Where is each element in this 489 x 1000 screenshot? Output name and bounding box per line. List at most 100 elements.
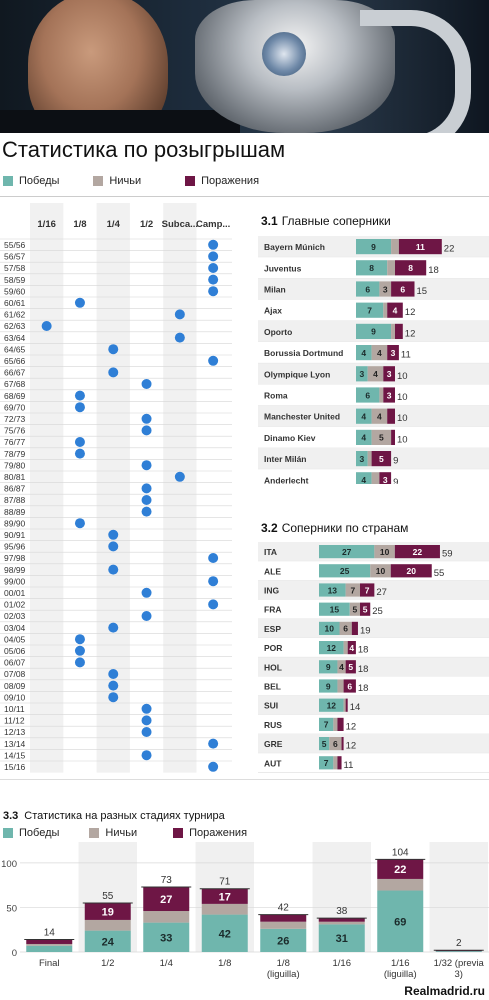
hbar-category-label: Oporto [264,327,292,337]
stage-segment-draws [201,903,248,915]
legend-bottom-losses-swatch [173,828,184,838]
hbar-value-label: 7 [324,720,329,730]
hbar-segment-wins [356,387,380,403]
hbar-segment-draws [370,564,391,578]
hbar-segment-wins [319,679,338,693]
hbar-segment-losses [360,583,375,597]
hbar-value-label: 6 [365,390,370,400]
hbar-value-label: 5 [379,433,384,443]
matrix-dot [108,367,119,378]
matrix-dot [174,309,185,320]
hbar-category-label: ALE [264,566,281,576]
matrix-season-label: 62/63 [4,321,26,331]
hbar-segment-wins [319,698,344,712]
matrix-season-label: 76/77 [4,437,26,447]
stage-x-label-line2: (liguilla) [267,969,300,980]
hbar-segment-losses [337,717,344,731]
matrix-dot [74,448,85,459]
club-crest-icon [262,32,306,76]
hbar-value-label: 5 [363,605,368,615]
stage-x-label: 1/8 [218,958,231,969]
matrix-dot [74,437,85,447]
stages-chart: 0 50 100 14 Final 24 19 55 1/2 33 27 73 1/4 42 17 71 1/8… [1,842,489,980]
matrix-season-label: 80/81 [4,472,26,482]
stage-x-label: Final [39,958,60,969]
hbar-category-label: Dinamo Kiev [264,433,316,443]
hbar-value-label: 3 [387,369,392,379]
stage-value-label: 42 [219,928,231,940]
stage-segment-wins [260,928,307,952]
matrix-dot [174,332,185,343]
hbar-value-label: 7 [324,758,329,768]
hbar-total-label: 18 [428,265,439,276]
matrix-dot [208,355,219,366]
hbar-segment-draws [333,717,338,731]
hbar-value-label: 5 [348,662,353,672]
matrix-column-band [163,203,197,773]
stage-total-label: 38 [336,906,348,917]
matrix-season-label: 57/58 [4,263,26,273]
hbar-segment-draws [345,583,360,597]
matrix-season-label: 55/56 [4,240,26,250]
stage-value-label: 24 [102,936,115,948]
hbar-category-label: FRA [264,605,281,615]
hbar-segment-losses [343,679,356,693]
stage-x-label: 1/2 [101,958,114,969]
matrix-dot [208,599,219,610]
stage-segment-wins [26,945,73,952]
hbar-segment-wins [319,660,338,674]
hbar-segment-losses [371,451,392,467]
hbar-value-label: 3 [387,390,392,400]
hero-image [0,0,489,133]
hbar-segment-losses [345,698,348,712]
hbar-segment-wins [319,602,350,616]
legend-wins-swatch [3,176,13,186]
stage-total-label: 14 [44,928,56,939]
hbar-total-label: 12 [405,307,416,318]
hbar-value-label: 7 [350,585,355,595]
stage-y-tick: 100 [1,859,17,870]
hbar-value-label: 4 [349,643,354,653]
section-3-2-title: 3.2 Соперники по странам [261,521,409,535]
stage-value-label: 69 [394,916,406,928]
hbar-row-band [258,695,489,715]
matrix-season-label: 13/14 [4,739,26,749]
hbar-total-label: 10 [397,434,408,445]
hbar-category-label: RUS [264,720,282,730]
hbar-total-label: 12 [346,721,357,732]
hbar-value-label: 5 [322,739,327,749]
hbar-row-band [258,657,489,677]
hbar-segment-losses [345,660,356,674]
stage-band [429,842,488,952]
hbar-total-label: 11 [401,350,411,361]
matrix-dot [208,553,219,563]
stage-x-label: 1/4 [160,958,173,969]
matrix-dot [141,506,152,517]
hbar-category-label: Olympique Lyon [264,369,330,379]
hbar-value-label: 25 [340,566,350,576]
hbar-segment-wins [356,239,392,255]
legend-bottom-losses-label: Поражения [189,827,248,839]
hbar-segment-draws [391,239,399,255]
hbar-value-label: 9 [371,327,376,337]
section-3-1-title: 3.1 Главные соперники [261,214,391,228]
matrix-season-label: 14/15 [4,750,26,760]
legend-draws-label: Ничьи [109,175,142,187]
hbar-category-label: POR [264,643,282,653]
hbar-segment-wins [319,717,334,731]
hbar-segment-wins [356,302,384,318]
hbar-segment-losses [383,366,395,382]
hbar-value-label: 6 [347,681,352,691]
stage-segment-draws [260,921,307,929]
hbar-category-label: Manchester United [264,412,340,422]
matrix-dot [74,297,85,308]
hbar-segment-losses [379,472,392,484]
hbar-value-label: 7 [365,585,370,595]
matrix-season-label: 88/89 [4,507,26,517]
hbar-segment-draws [367,366,384,382]
hbar-segment-wins [319,641,344,655]
stage-segment-draws [318,921,365,925]
stage-segment-losses [377,859,424,879]
hbar-segment-wins [319,737,330,751]
hbar-segment-wins [356,451,368,467]
